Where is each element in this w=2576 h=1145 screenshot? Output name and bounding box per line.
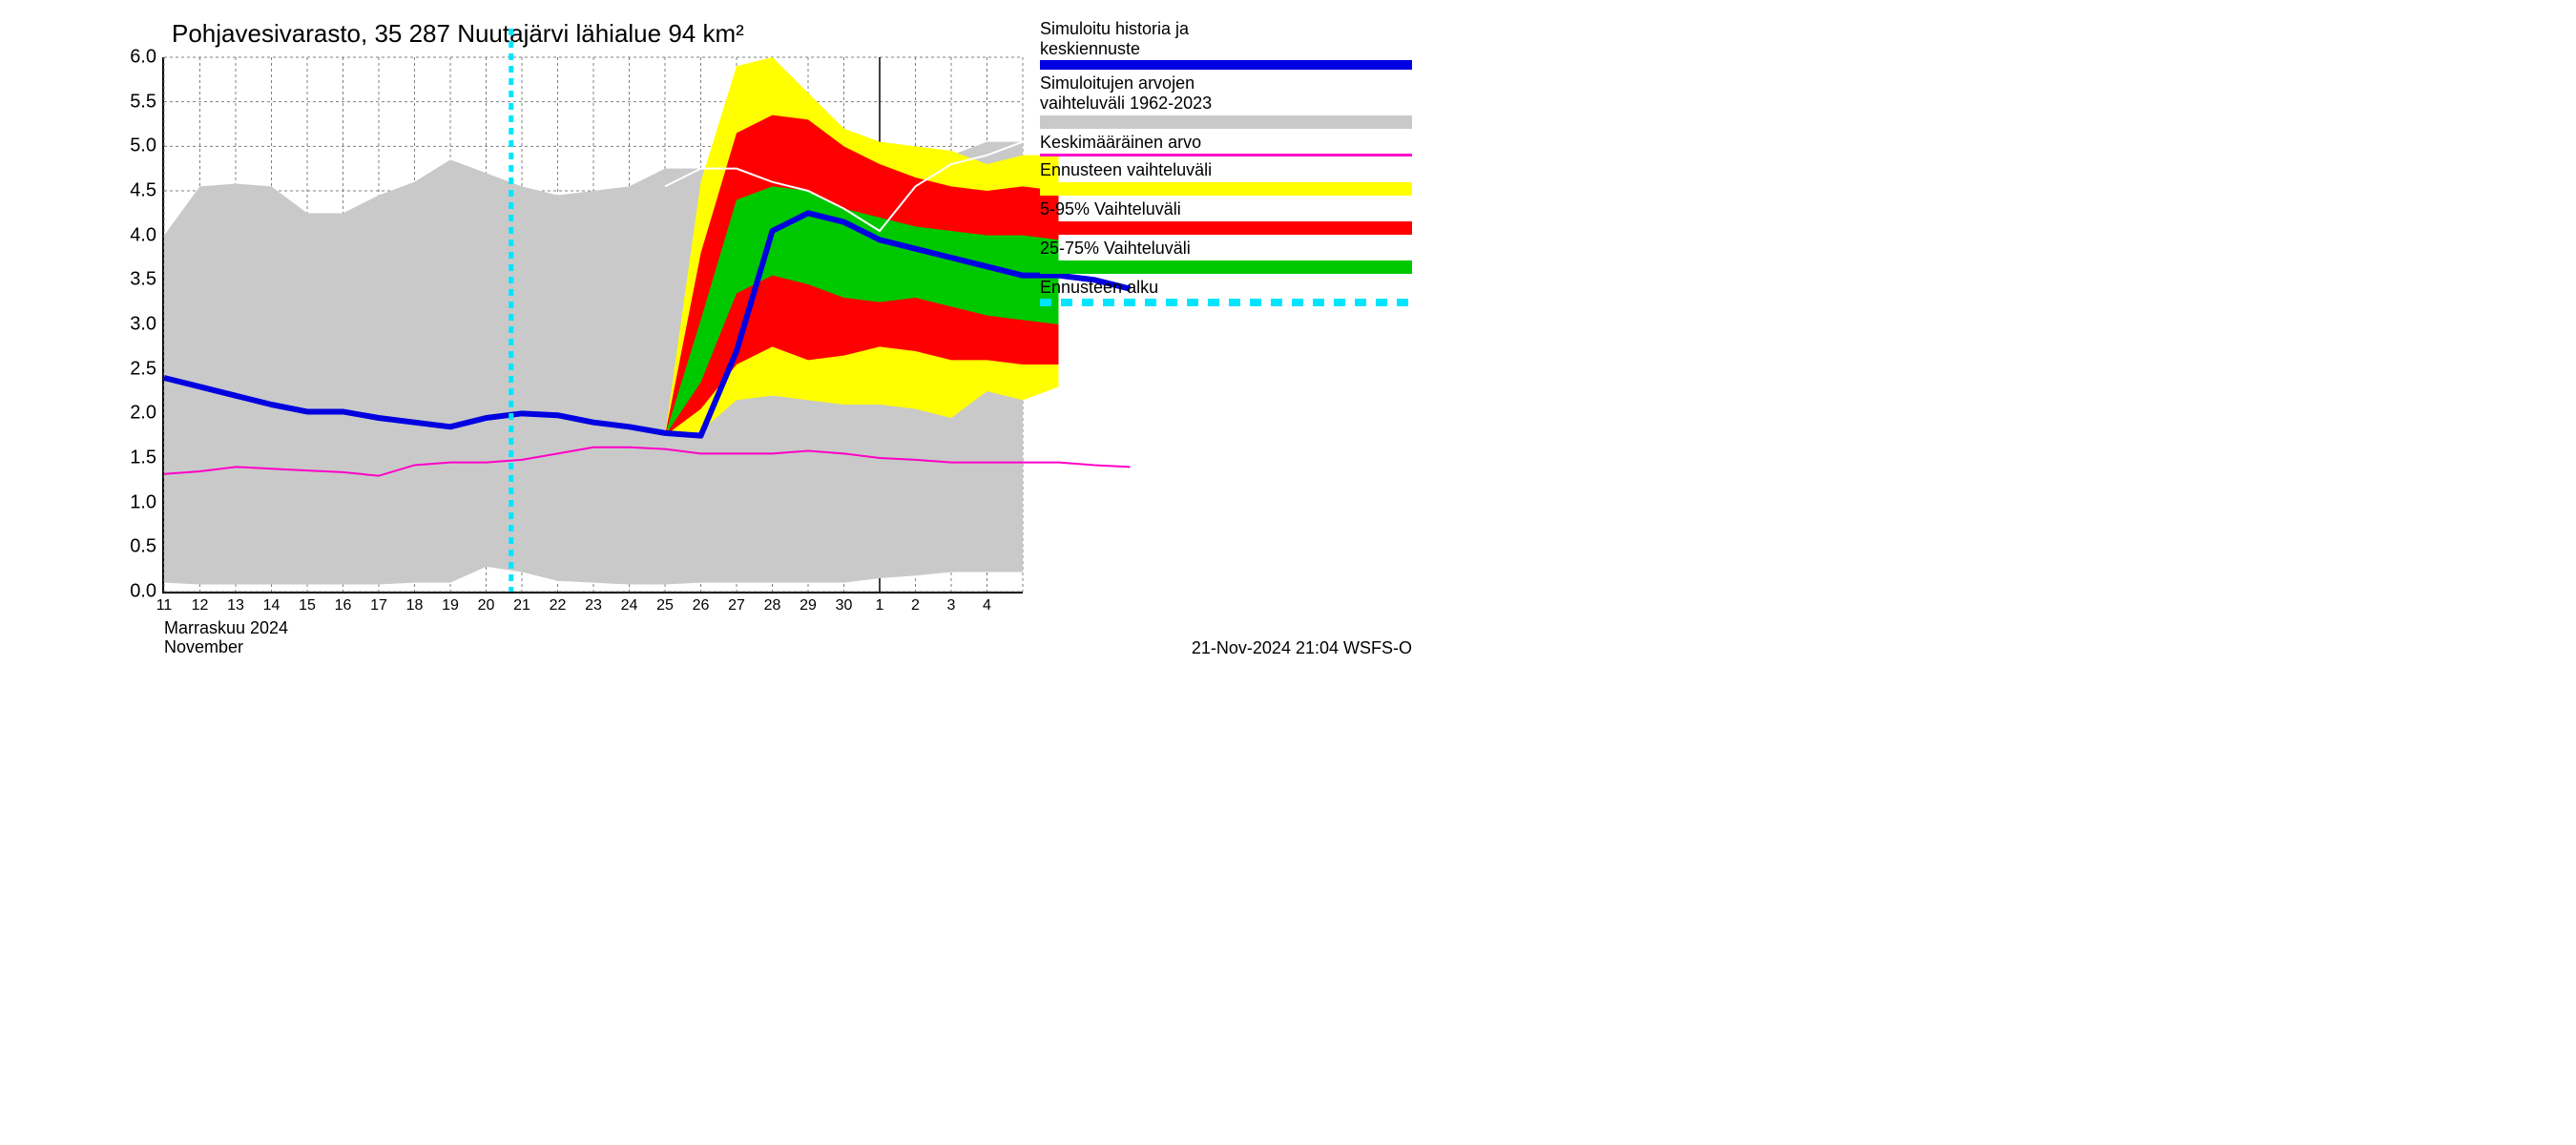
legend-entry: Ennusteen alku [1040, 278, 1412, 307]
legend-text: Simuloitujen arvojen [1040, 73, 1412, 94]
x-tick-label: 4 [983, 597, 991, 614]
x-tick-label: 24 [621, 597, 638, 614]
x-tick-label: 12 [192, 597, 209, 614]
legend-text: Ennusteen alku [1040, 278, 1412, 298]
y-tick-label: 0.0 [130, 581, 156, 603]
x-tick-label: 21 [513, 597, 530, 614]
x-month-label-en: November [164, 637, 243, 657]
x-tick-label: 15 [299, 597, 316, 614]
legend-text: 5-95% Vaihteluväli [1040, 199, 1412, 219]
x-tick-label: 20 [478, 597, 495, 614]
plot-svg [164, 57, 1023, 592]
x-tick-label: 28 [764, 597, 781, 614]
x-tick-label: 14 [263, 597, 280, 614]
x-tick-label: 30 [836, 597, 853, 614]
y-tick-label: 1.0 [130, 491, 156, 513]
x-tick-label: 23 [585, 597, 602, 614]
legend-text: Ennusteen vaihteluväli [1040, 160, 1412, 180]
chart-title: Pohjavesivarasto, 35 287 Nuutajärvi lähi… [172, 19, 744, 49]
x-tick-label: 27 [728, 597, 745, 614]
y-tick-label: 0.5 [130, 536, 156, 558]
y-tick-label: 5.5 [130, 91, 156, 113]
x-month-label-fi: Marraskuu 2024 [164, 618, 288, 638]
legend-text: Keskimääräinen arvo [1040, 133, 1412, 153]
x-tick-label: 19 [442, 597, 459, 614]
x-tick-label: 22 [550, 597, 567, 614]
y-tick-label: 2.5 [130, 358, 156, 380]
legend-text: 25-75% Vaihteluväli [1040, 239, 1412, 259]
legend-swatch [1040, 260, 1412, 274]
x-tick-label: 2 [911, 597, 920, 614]
y-tick-label: 4.0 [130, 224, 156, 246]
legend-text: keskiennuste [1040, 39, 1412, 59]
legend-swatch [1040, 60, 1412, 70]
x-tick-label: 18 [406, 597, 424, 614]
timestamp-label: 21-Nov-2024 21:04 WSFS-O [1192, 638, 1412, 658]
x-tick-label: 29 [800, 597, 817, 614]
legend-entry: 5-95% Vaihteluväli [1040, 199, 1412, 235]
legend-swatch [1040, 115, 1412, 129]
x-tick-label: 1 [876, 597, 884, 614]
legend-entry: Simuloitujen arvojenvaihteluväli 1962-20… [1040, 73, 1412, 128]
x-tick-label: 3 [947, 597, 956, 614]
y-tick-label: 4.5 [130, 180, 156, 202]
legend-entry: Simuloitu historia jakeskiennuste [1040, 19, 1412, 70]
legend-swatch [1040, 221, 1412, 235]
y-tick-label: 5.0 [130, 135, 156, 157]
x-tick-label: 13 [227, 597, 244, 614]
y-tick-label: 6.0 [130, 47, 156, 69]
legend-text: vaihteluväli 1962-2023 [1040, 94, 1412, 114]
x-tick-label: 25 [656, 597, 674, 614]
legend-swatch [1040, 299, 1412, 306]
y-tick-label: 3.5 [130, 269, 156, 291]
y-tick-label: 2.0 [130, 403, 156, 425]
legend-swatch [1040, 182, 1412, 196]
legend-text: Simuloitu historia ja [1040, 19, 1412, 39]
plot-area: Marraskuu 2024 November 0.00.51.01.52.02… [162, 57, 1023, 593]
y-tick-label: 3.0 [130, 314, 156, 336]
x-tick-label: 11 [156, 597, 173, 614]
legend-entry: 25-75% Vaihteluväli [1040, 239, 1412, 274]
legend: Simuloitu historia jakeskiennusteSimuloi… [1040, 19, 1412, 310]
legend-entry: Ennusteen vaihteluväli [1040, 160, 1412, 196]
legend-swatch [1040, 154, 1412, 156]
chart-container: Pohjavesivarasto / Groundwater storage m… [0, 0, 1431, 668]
legend-entry: Keskimääräinen arvo [1040, 133, 1412, 157]
x-tick-label: 16 [335, 597, 352, 614]
y-tick-label: 1.5 [130, 448, 156, 469]
x-tick-label: 26 [693, 597, 710, 614]
x-tick-label: 17 [370, 597, 387, 614]
